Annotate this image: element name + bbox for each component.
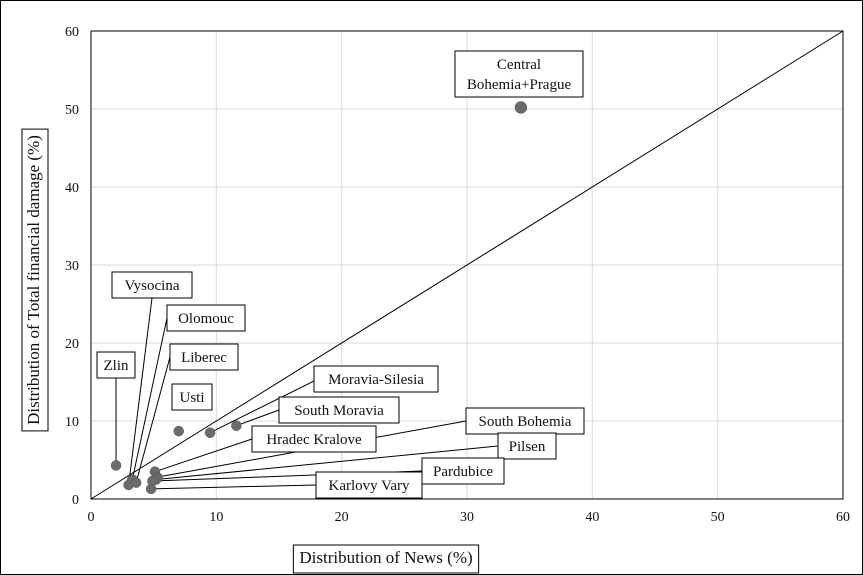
- data-label-moravia-silesia: Moravia-Silesia: [328, 372, 424, 388]
- y-tick-label: 10: [65, 415, 79, 430]
- leader-line-liberec: [135, 356, 171, 483]
- data-points: [110, 101, 528, 495]
- label-box-usti: [171, 383, 213, 411]
- data-label-pilsen: Pilsen: [509, 439, 546, 455]
- y-tick-label: 0: [72, 493, 79, 508]
- leader-line-karlovy-vary: [151, 484, 317, 490]
- label-box-central-bohemia-prague: [454, 50, 584, 98]
- point-karlovy-vary: [145, 483, 157, 495]
- x-tick-label: 40: [585, 510, 599, 525]
- x-tick-label: 30: [460, 510, 474, 525]
- data-label-south-moravia: South Moravia: [294, 403, 384, 419]
- y-tick-label: 60: [65, 25, 79, 40]
- diagonal-reference-line: [90, 30, 844, 500]
- data-label-central-bohemia-prague: Bohemia+Prague: [467, 77, 572, 93]
- y-tick-label: 40: [65, 181, 79, 196]
- label-box-south-bohemia: [465, 407, 585, 435]
- data-label-pardubice: Pardubice: [433, 464, 493, 480]
- label-box-olomouc: [166, 304, 246, 332]
- y-tick-labels: 0 10 20 30 40 50 60: [65, 25, 79, 508]
- y-tick-label: 50: [65, 103, 79, 118]
- label-leader-lines: [115, 297, 499, 490]
- leader-line-vysocina: [128, 297, 153, 486]
- x-tick-label: 20: [335, 510, 349, 525]
- label-box-pardubice: [421, 457, 505, 485]
- y-tick-label: 20: [65, 337, 79, 352]
- label-box-moravia-silesia: [313, 365, 439, 393]
- data-label-hradec-kralove: Hradec Kralove: [266, 432, 362, 448]
- x-tick-labels: 0 10 20 30 40 50 60: [88, 510, 851, 525]
- data-label-usti: Usti: [179, 390, 204, 406]
- leader-line-hradec-kralove: [154, 438, 253, 473]
- point-zlin: [110, 460, 122, 471]
- label-box-karlovy-vary: [315, 471, 423, 499]
- data-label-olomouc: Olomouc: [178, 311, 234, 327]
- label-box-zlin: [96, 351, 136, 379]
- label-box-vysocina: [111, 271, 193, 299]
- leader-line-moravia-silesia: [209, 380, 315, 434]
- data-label-vysocina: Vysocina: [125, 278, 180, 294]
- label-box-pilsen: [497, 432, 557, 460]
- leader-line-south-moravia: [236, 409, 280, 427]
- x-tick-label: 0: [88, 510, 95, 525]
- leader-line-pilsen: [156, 445, 499, 480]
- data-labels: Central Bohemia+Prague Zlin Vysocina Olomouc…: [96, 50, 585, 499]
- x-tick-label: 60: [836, 510, 850, 525]
- data-label-south-bohemia: South Bohemia: [479, 414, 572, 430]
- data-label-central-bohemia-prague: Central: [497, 57, 541, 73]
- data-label-karlovy-vary: Karlovy Vary: [329, 478, 410, 494]
- point-usti: [173, 425, 184, 437]
- y-axis-title-box: [21, 128, 49, 432]
- x-axis-title-box: [292, 544, 480, 574]
- y-tick-label: 30: [65, 259, 79, 274]
- point-south-moravia: [231, 420, 242, 431]
- label-box-south-moravia: [278, 396, 400, 424]
- data-label-zlin: Zlin: [104, 358, 129, 374]
- x-axis-title: Distribution of News (%): [299, 548, 472, 567]
- plot-area: [90, 30, 844, 500]
- point-liberec: [130, 477, 142, 488]
- x-tick-label: 50: [711, 510, 725, 525]
- data-label-liberec: Liberec: [181, 350, 227, 366]
- x-tick-label: 10: [209, 510, 223, 525]
- y-axis-title: Distribution of Total financial damage (…: [24, 135, 43, 425]
- label-box-liberec: [169, 343, 239, 371]
- leader-line-olomouc: [131, 317, 168, 480]
- label-box-hradec-kralove: [251, 425, 377, 453]
- point-moravia-silesia: [204, 427, 216, 438]
- point-central-bohemia-prague: [514, 101, 528, 114]
